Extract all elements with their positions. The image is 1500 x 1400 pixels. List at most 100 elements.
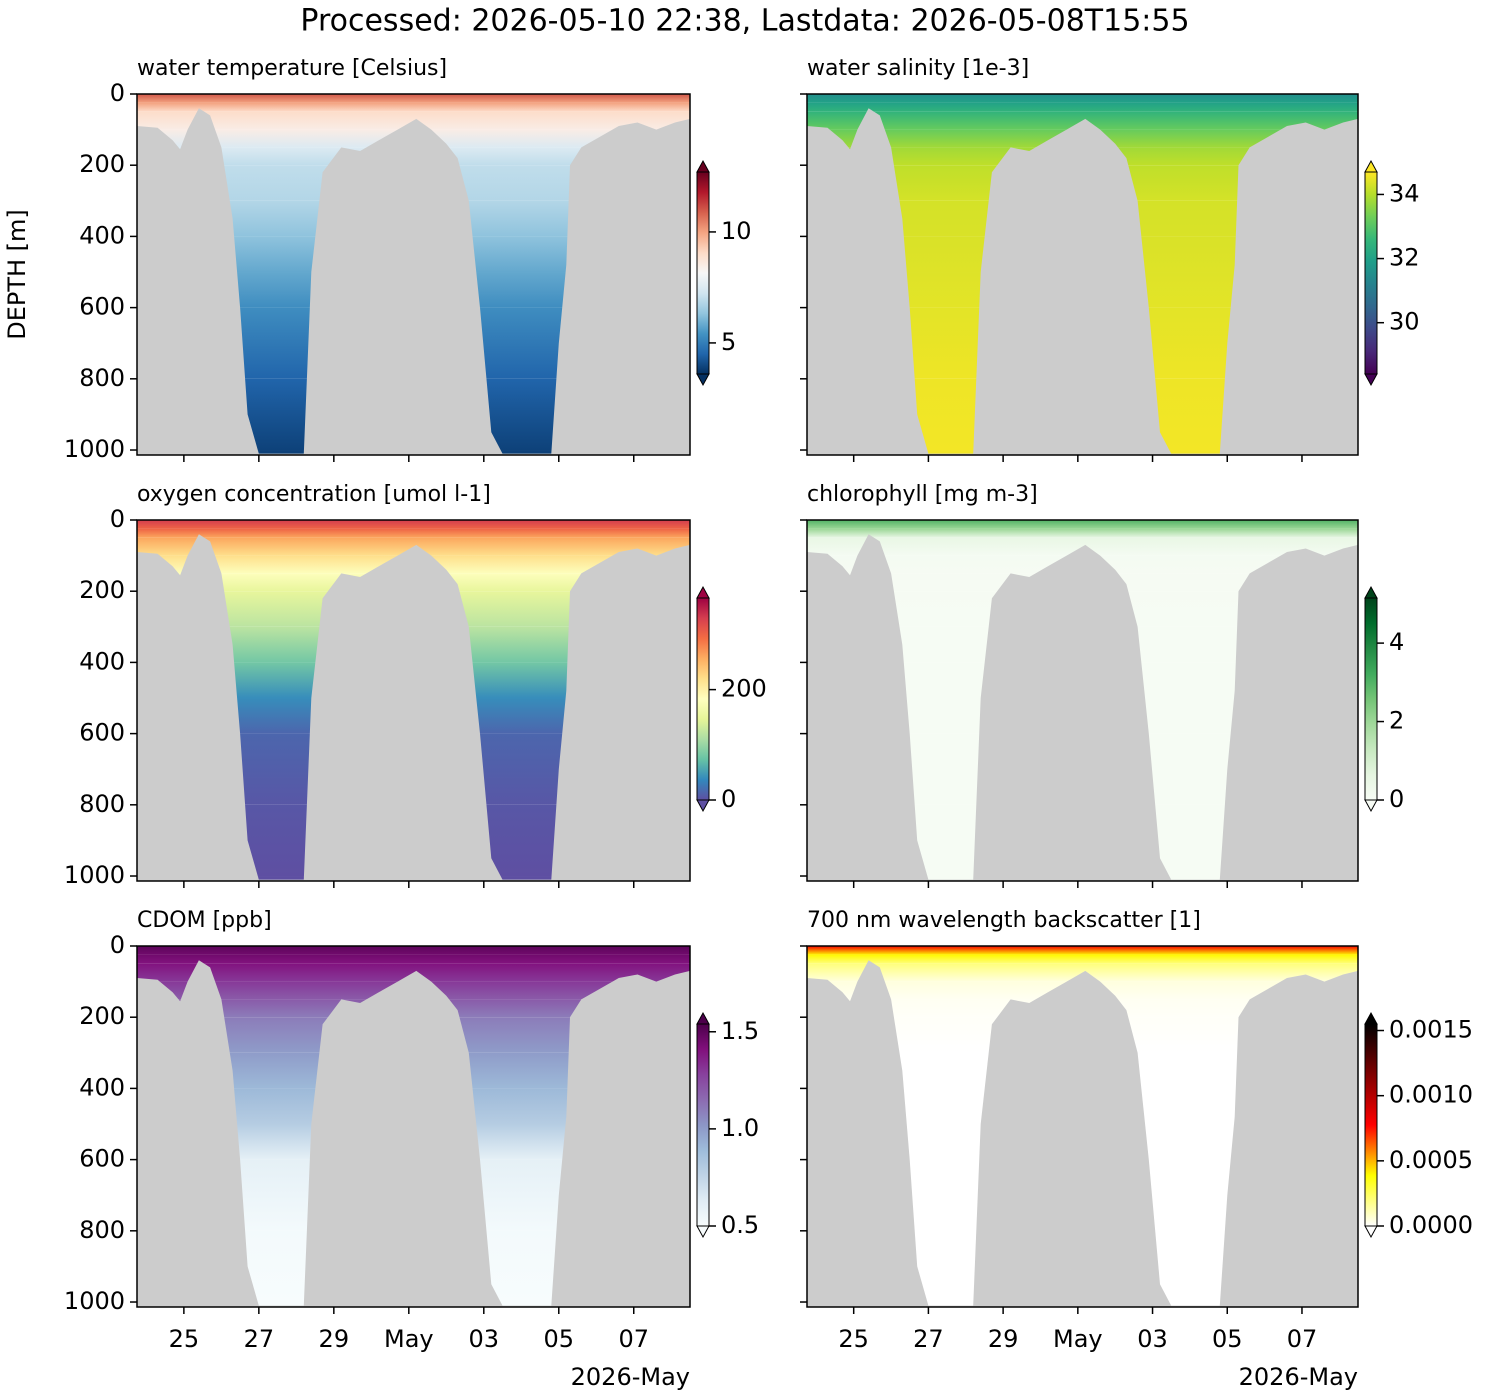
colorbar-extend-bottom	[696, 373, 710, 387]
colorbar-frame	[696, 597, 710, 801]
colorbar-tick-label: 2	[1389, 707, 1404, 735]
axes-frame	[136, 93, 691, 456]
y-tick-label: 200	[79, 576, 125, 604]
x-tick-label: 05	[1212, 1325, 1243, 1353]
colorbar-tick-label: 34	[1389, 179, 1420, 207]
colorbar-tick-label: 0.0005	[1389, 1146, 1473, 1174]
y-tick-label: 800	[79, 1216, 125, 1244]
y-tick-label: 400	[79, 1073, 125, 1101]
y-tick-label: 600	[79, 719, 125, 747]
colorbar-tick-label: 5	[721, 328, 736, 356]
y-tick-label: 800	[79, 364, 125, 392]
data-band	[137, 94, 690, 103]
colorbar-tick-label: 0.5	[721, 1211, 759, 1239]
data-band	[137, 946, 690, 955]
colorbar	[697, 172, 709, 374]
panel: 700 nm wavelength backscatter [1] 25 27 29 M…	[800, 908, 1473, 1391]
colorbar-tick-label: 0.0015	[1389, 1016, 1473, 1044]
colorbar-extend-bottom	[1364, 373, 1378, 387]
colorbar-tick-label: 4	[1389, 628, 1404, 656]
axes-frame	[136, 519, 691, 882]
colorbar-extend-top	[696, 1011, 710, 1025]
colorbar-extend-top	[1364, 1011, 1378, 1025]
colorbar-frame	[1364, 1023, 1378, 1227]
x-offset-label: 2026-May	[571, 1363, 690, 1391]
panel: chlorophyll [mg m-3] 0 2 4	[800, 482, 1404, 888]
colorbar-tick-label: 32	[1389, 244, 1420, 272]
y-tick-label: 0	[110, 505, 125, 533]
panel-title: oxygen concentration [umol l-1]	[137, 482, 491, 507]
no-data-area	[137, 108, 690, 455]
no-data-area	[137, 534, 690, 881]
no-data-area	[137, 960, 690, 1307]
y-tick-label: 1000	[64, 861, 125, 889]
panel-title: chlorophyll [mg m-3]	[807, 482, 1038, 507]
axes-frame	[136, 945, 691, 1308]
colorbar-extend-bottom	[696, 1225, 710, 1239]
x-tick-label: May	[384, 1325, 434, 1353]
colorbar-extend-top	[1364, 585, 1378, 599]
panel-title: water salinity [1e-3]	[807, 56, 1029, 81]
y-tick-label: 1000	[64, 1287, 125, 1315]
x-tick-label: 29	[319, 1325, 350, 1353]
panel-title: CDOM [ppb]	[137, 908, 272, 933]
colorbar-frame	[1364, 597, 1378, 801]
x-tick-label: 27	[244, 1325, 275, 1353]
colorbar-frame	[696, 171, 710, 375]
y-tick-label: 0	[110, 79, 125, 107]
x-tick-label: 25	[169, 1325, 200, 1353]
y-tick-label: 200	[79, 150, 125, 178]
x-tick-label: 27	[913, 1325, 944, 1353]
axes-frame	[806, 945, 1359, 1308]
colorbar	[1365, 598, 1377, 800]
data-band	[807, 520, 1358, 529]
colorbar-tick-label: 0.0010	[1389, 1081, 1473, 1109]
colorbar-tick-label: 30	[1389, 308, 1420, 336]
colorbar-frame	[696, 1023, 710, 1227]
colorbar-tick-label: 0	[1389, 785, 1404, 813]
x-tick-label: 03	[469, 1325, 500, 1353]
colorbar	[1365, 1024, 1377, 1226]
colorbar-tick-label: 1.5	[721, 1017, 759, 1045]
x-tick-label: 25	[838, 1325, 869, 1353]
y-tick-label: 600	[79, 293, 125, 321]
colorbar-extend-bottom	[1364, 1225, 1378, 1239]
figure-title: Processed: 2026-05-10 22:38, Lastdata: 2…	[300, 4, 1189, 39]
colorbar-extend-top	[696, 585, 710, 599]
y-tick-label: 1000	[64, 435, 125, 463]
data-band	[137, 528, 690, 538]
x-tick-label: 29	[988, 1325, 1019, 1353]
data-band	[807, 946, 1358, 955]
panel: water salinity [1e-3] 30 32 34	[800, 56, 1420, 462]
data-band	[807, 94, 1358, 103]
x-tick-label: 05	[544, 1325, 575, 1353]
no-data-area	[807, 960, 1358, 1307]
data-band	[807, 954, 1358, 964]
axes-frame	[806, 519, 1359, 882]
colorbar	[697, 598, 709, 800]
data-band	[137, 954, 690, 964]
y-tick-label: 400	[79, 221, 125, 249]
axes-frame	[806, 93, 1359, 456]
data-band	[137, 520, 690, 529]
colorbar-extend-top	[1364, 159, 1378, 173]
colorbar-tick-label: 0	[721, 785, 736, 813]
y-tick-label: 600	[79, 1145, 125, 1173]
y-tick-label: 400	[79, 647, 125, 675]
colorbar	[1365, 172, 1377, 374]
colorbar	[697, 1024, 709, 1226]
y-tick-label: 200	[79, 1002, 125, 1030]
x-tick-label: 07	[1287, 1325, 1318, 1353]
y-tick-label: 800	[79, 790, 125, 818]
data-band	[137, 102, 690, 112]
no-data-area	[807, 534, 1358, 881]
colorbar-extend-top	[696, 159, 710, 173]
panel: oxygen concentration [umol l-1] 0 200 400 60…	[64, 482, 767, 889]
colorbar-extend-bottom	[1364, 799, 1378, 813]
data-band	[807, 528, 1358, 538]
panel: water temperature [Celsius] 0 200 400 600 800…	[3, 56, 752, 463]
colorbar-frame	[1364, 171, 1378, 375]
x-tick-label: 03	[1137, 1325, 1168, 1353]
y-tick-label: 0	[110, 931, 125, 959]
colorbar-tick-label: 1.0	[721, 1114, 759, 1142]
